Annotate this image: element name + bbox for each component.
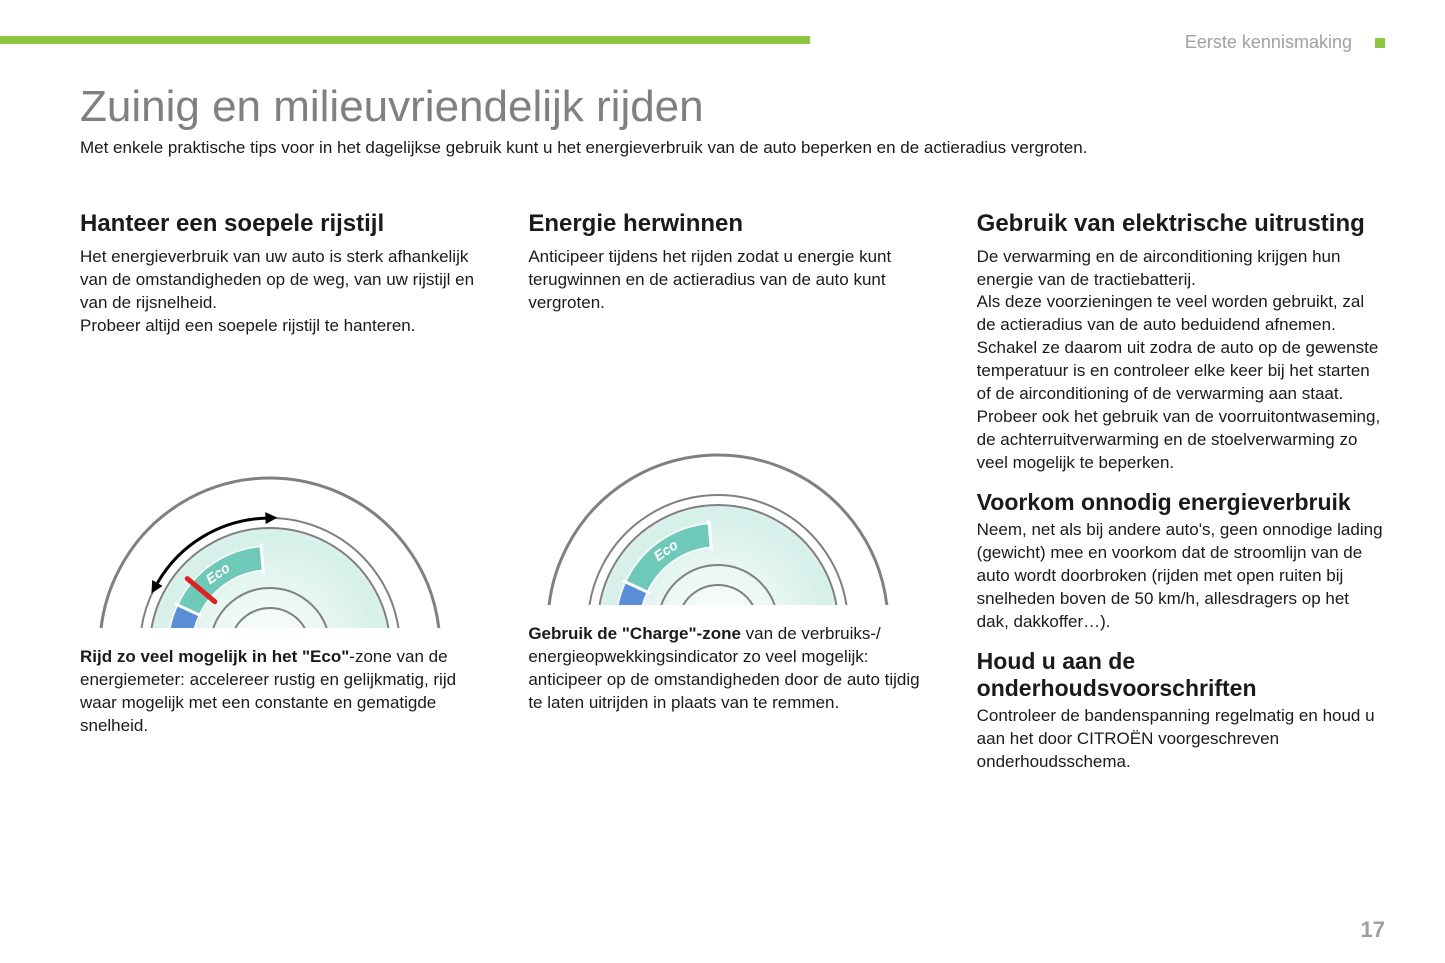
page-number: 17 xyxy=(1361,917,1385,943)
col3-p1: De verwarming en de airconditioning krij… xyxy=(977,246,1385,475)
col3-h2: Voorkom onnodig energieverbruik xyxy=(977,489,1385,515)
col1-body: Het energieverbruik van uw auto is sterk… xyxy=(80,246,488,338)
col3-p3: Controleer de bandenspanning regelmatig … xyxy=(977,705,1385,774)
content-columns: Hanteer een soepele rijstijl Het energie… xyxy=(80,210,1385,774)
breadcrumb-dot-icon xyxy=(1375,38,1385,48)
col1-caption-bold: Rijd zo veel mogelijk in het "Eco" xyxy=(80,647,349,666)
col1-heading: Hanteer een soepele rijstijl xyxy=(80,210,488,238)
col2-heading: Energie herwinnen xyxy=(528,210,936,238)
column-equipment: Gebruik van elektrische uitrusting De ve… xyxy=(977,210,1385,774)
page-title: Zuinig en milieuvriendelijk rijden xyxy=(80,82,704,132)
gauge-charge-svg: ChargeEco xyxy=(528,375,908,605)
gauge-eco-diagram: ChargeEco xyxy=(80,398,488,628)
column-energy-recover: Energie herwinnen Anticipeer tijdens het… xyxy=(528,210,936,774)
col2-caption: Gebruik de "Charge"-zone van de verbruik… xyxy=(528,623,936,715)
col2-body: Anticipeer tijdens het rijden zodat u en… xyxy=(528,246,936,315)
col3-p2: Neem, net als bij andere auto's, geen on… xyxy=(977,519,1385,634)
gauge-charge-diagram: ChargeEco xyxy=(528,375,936,605)
column-driving-style: Hanteer een soepele rijstijl Het energie… xyxy=(80,210,488,774)
col3-h1: Gebruik van elektrische uitrusting xyxy=(977,210,1385,238)
breadcrumb-text: Eerste kennismaking xyxy=(1185,32,1352,52)
gauge-eco-svg: ChargeEco xyxy=(80,398,460,628)
col1-caption: Rijd zo veel mogelijk in het "Eco"-zone … xyxy=(80,646,488,738)
breadcrumb: Eerste kennismaking xyxy=(1185,32,1385,53)
accent-bar xyxy=(0,36,810,44)
col2-caption-bold: Gebruik de "Charge"-zone xyxy=(528,624,741,643)
col3-h3: Houd u aan de onderhoudsvoorschriften xyxy=(977,648,1385,701)
page-subtitle: Met enkele praktische tips voor in het d… xyxy=(80,138,1087,158)
